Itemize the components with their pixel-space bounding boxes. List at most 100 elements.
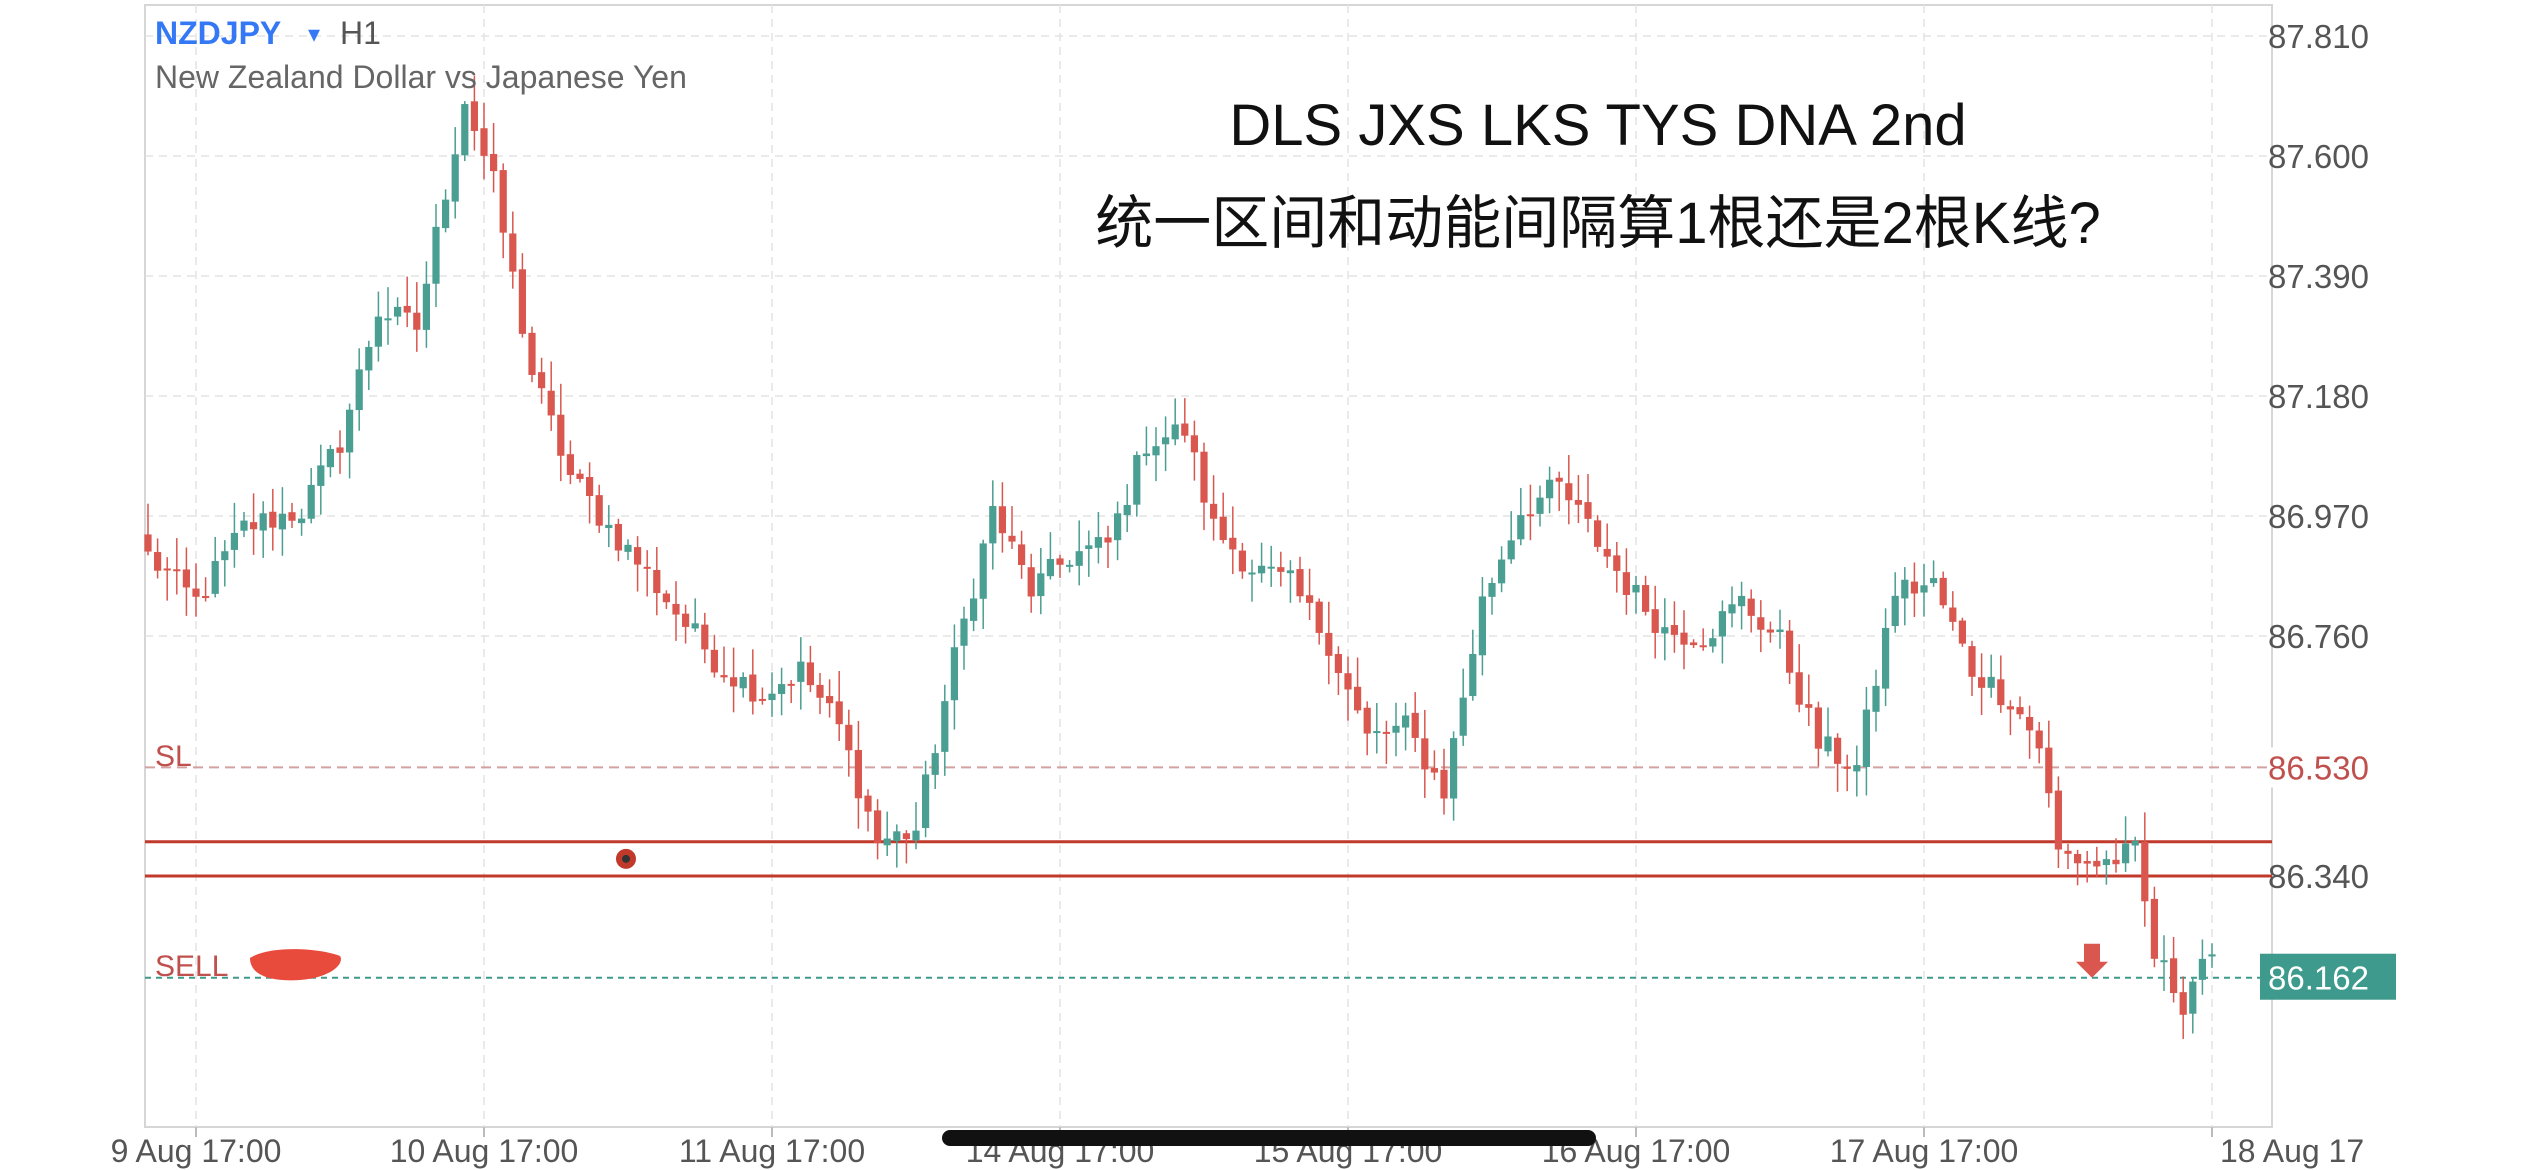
candle-body bbox=[2035, 730, 2043, 749]
candle-body bbox=[499, 170, 507, 233]
candle-body bbox=[1133, 455, 1141, 505]
y-tick-label: 87.600 bbox=[2268, 138, 2369, 175]
candle-body bbox=[384, 318, 392, 321]
candle-body bbox=[653, 569, 661, 594]
candle-body bbox=[1795, 672, 1803, 705]
candle-body bbox=[442, 199, 450, 229]
home-indicator[interactable] bbox=[942, 1130, 1596, 1146]
candle-body bbox=[605, 524, 613, 529]
candle-body bbox=[374, 316, 382, 347]
timeframe-label[interactable]: H1 bbox=[340, 15, 381, 51]
candle-body bbox=[221, 551, 229, 561]
candle-body bbox=[1786, 630, 1794, 673]
candle-body bbox=[202, 596, 210, 599]
candle-body bbox=[701, 624, 709, 650]
candle-body bbox=[163, 568, 171, 571]
x-tick-label: 11 Aug 17:00 bbox=[679, 1133, 865, 1169]
candle-body bbox=[1354, 686, 1362, 711]
candle-body bbox=[2016, 707, 2024, 715]
candle-body bbox=[1526, 514, 1534, 517]
candle-body bbox=[470, 101, 478, 131]
candle-body bbox=[691, 623, 699, 629]
candle-body bbox=[1123, 504, 1131, 516]
candle-body bbox=[1978, 677, 1986, 688]
candle-body bbox=[1690, 642, 1698, 646]
candle-body bbox=[518, 269, 526, 334]
redaction-scribble bbox=[250, 949, 341, 981]
candle-body bbox=[1555, 477, 1563, 482]
candle-body bbox=[1805, 704, 1813, 708]
annotation-line-1: DLS JXS LKS TYS DNA 2nd bbox=[1229, 93, 1966, 158]
y-tick-label: 87.390 bbox=[2268, 258, 2369, 295]
candle-body bbox=[1411, 712, 1419, 738]
candle-body bbox=[1766, 629, 1774, 633]
candle-body bbox=[989, 506, 997, 544]
candle-body bbox=[288, 512, 296, 521]
candle-body bbox=[557, 414, 565, 456]
candle-body bbox=[230, 532, 238, 550]
plot-area[interactable] bbox=[144, 4, 2273, 1128]
candle-body bbox=[1718, 611, 1726, 637]
candle-body bbox=[259, 513, 267, 531]
candle-body bbox=[614, 523, 622, 551]
candle-body bbox=[662, 593, 670, 603]
candle-body bbox=[2064, 850, 2072, 854]
candle-body bbox=[1958, 620, 1966, 644]
candle-body bbox=[1584, 502, 1592, 519]
candle-body bbox=[1882, 627, 1890, 689]
candle-body bbox=[1642, 585, 1650, 612]
candle-body bbox=[394, 306, 402, 317]
candle-body bbox=[826, 696, 834, 704]
candle-body bbox=[624, 544, 632, 552]
candle-body bbox=[173, 569, 181, 572]
candle-body bbox=[1594, 520, 1602, 547]
y-tick-label: 86.760 bbox=[2268, 618, 2369, 655]
candle-body bbox=[413, 312, 421, 330]
candle-body bbox=[1440, 769, 1448, 799]
candle-body bbox=[1421, 738, 1429, 770]
candle-body bbox=[336, 447, 344, 453]
candle-body bbox=[1469, 653, 1477, 697]
candle-body bbox=[1488, 582, 1496, 597]
candle-body bbox=[1862, 709, 1870, 767]
candle-body bbox=[2026, 716, 2034, 731]
candle-body bbox=[1757, 617, 1765, 630]
candle-body bbox=[682, 613, 690, 627]
candle-body bbox=[797, 661, 805, 682]
candle-body bbox=[432, 226, 440, 284]
candle-body bbox=[1738, 595, 1746, 607]
annotation-line-2: 统一区间和动能间隔算1根还是2根K线? bbox=[1095, 191, 2100, 256]
candle-body bbox=[1824, 736, 1832, 752]
candle-body bbox=[365, 346, 373, 371]
candle-body bbox=[490, 153, 498, 172]
candles bbox=[144, 75, 2216, 1039]
candle-body bbox=[1142, 453, 1150, 457]
symbol-name[interactable]: NZDJPY bbox=[155, 15, 281, 51]
candle-body bbox=[1286, 570, 1294, 574]
candle-body bbox=[874, 810, 882, 844]
candle-body bbox=[1997, 679, 2005, 706]
candle-body bbox=[1027, 567, 1035, 597]
candle-body bbox=[1670, 625, 1678, 635]
candle-body bbox=[1104, 537, 1112, 543]
candle-body bbox=[346, 409, 354, 453]
candle-body bbox=[1363, 707, 1371, 734]
candle-body bbox=[950, 647, 958, 701]
candle-body bbox=[1277, 567, 1285, 572]
candle-body bbox=[1296, 569, 1304, 597]
candle-body bbox=[1267, 566, 1275, 569]
candle-body bbox=[1910, 581, 1918, 594]
candle-body bbox=[1661, 627, 1669, 634]
x-tick-label: 18 Aug 17 bbox=[2220, 1133, 2364, 1169]
candle-body bbox=[1315, 601, 1323, 633]
candle-body bbox=[326, 449, 334, 468]
symbol-dropdown-icon[interactable]: ▾ bbox=[308, 21, 320, 48]
candle-body bbox=[1680, 632, 1688, 645]
candle-body bbox=[1056, 558, 1064, 565]
candle-body bbox=[2054, 790, 2062, 850]
candle-body bbox=[710, 649, 718, 673]
candle-body bbox=[1843, 766, 1851, 769]
sell-label: SELL bbox=[155, 950, 228, 983]
instrument-description: New Zealand Dollar vs Japanese Yen bbox=[155, 59, 687, 95]
